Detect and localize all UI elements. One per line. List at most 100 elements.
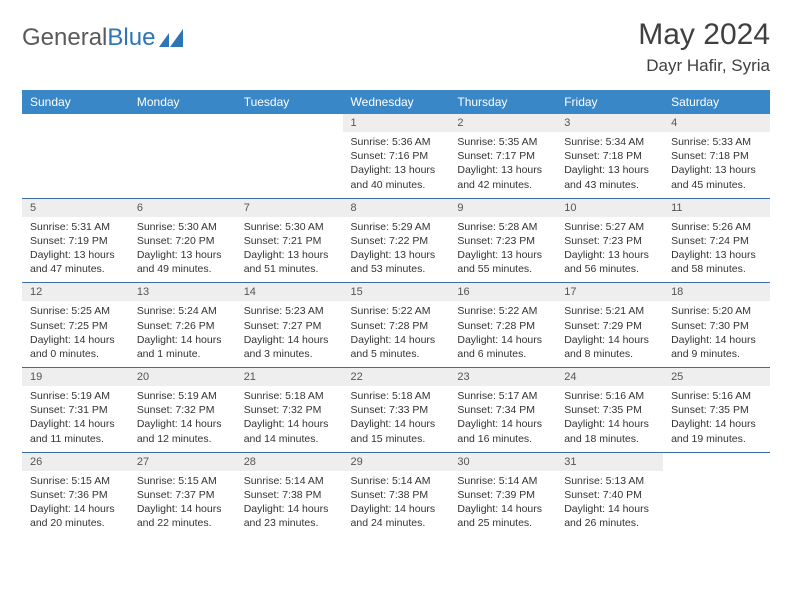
sunset-text: Sunset: 7:35 PM (671, 403, 762, 417)
location-label: Dayr Hafir, Syria (638, 56, 770, 76)
sunset-text: Sunset: 7:18 PM (671, 149, 762, 163)
sunrise-text: Sunrise: 5:26 AM (671, 220, 762, 234)
day-number-cell (663, 452, 770, 471)
calendar-table: Sunday Monday Tuesday Wednesday Thursday… (22, 90, 770, 536)
daylight-text-2: and 49 minutes. (137, 262, 228, 276)
daylight-text-2: and 45 minutes. (671, 178, 762, 192)
sunrise-text: Sunrise: 5:14 AM (457, 474, 548, 488)
day-content-cell: Sunrise: 5:25 AMSunset: 7:25 PMDaylight:… (22, 301, 129, 367)
sunrise-text: Sunrise: 5:14 AM (351, 474, 442, 488)
daylight-text-1: Daylight: 14 hours (351, 333, 442, 347)
daynum-row: 567891011 (22, 198, 770, 217)
sunset-text: Sunset: 7:34 PM (457, 403, 548, 417)
daylight-text-1: Daylight: 13 hours (671, 248, 762, 262)
sunset-text: Sunset: 7:22 PM (351, 234, 442, 248)
day-content-cell: Sunrise: 5:19 AMSunset: 7:32 PMDaylight:… (129, 386, 236, 452)
sunset-text: Sunset: 7:37 PM (137, 488, 228, 502)
day-number-cell: 19 (22, 368, 129, 387)
sunset-text: Sunset: 7:32 PM (244, 403, 335, 417)
daylight-text-2: and 1 minute. (137, 347, 228, 361)
daylight-text-1: Daylight: 13 hours (244, 248, 335, 262)
sunrise-text: Sunrise: 5:22 AM (351, 304, 442, 318)
daylight-text-1: Daylight: 14 hours (457, 333, 548, 347)
daylight-text-1: Daylight: 14 hours (137, 502, 228, 516)
day-number-cell: 8 (343, 198, 450, 217)
day-content-cell: Sunrise: 5:29 AMSunset: 7:22 PMDaylight:… (343, 217, 450, 283)
daylight-text-1: Daylight: 14 hours (137, 333, 228, 347)
day-number-cell: 17 (556, 283, 663, 302)
sunset-text: Sunset: 7:38 PM (351, 488, 442, 502)
day-number-cell: 5 (22, 198, 129, 217)
daylight-text-1: Daylight: 14 hours (244, 417, 335, 431)
sunset-text: Sunset: 7:16 PM (351, 149, 442, 163)
daylight-text-2: and 42 minutes. (457, 178, 548, 192)
daylight-text-1: Daylight: 13 hours (457, 248, 548, 262)
content-row: Sunrise: 5:36 AMSunset: 7:16 PM Daylight:… (22, 132, 770, 198)
day-content-cell: Sunrise: 5:35 AMSunset: 7:17 PMDaylight:… (449, 132, 556, 198)
day-content-cell (22, 132, 129, 198)
sunrise-text: Sunrise: 5:22 AM (457, 304, 548, 318)
day-content-cell: Sunrise: 5:28 AMSunset: 7:23 PMDaylight:… (449, 217, 556, 283)
daylight-text-1: Daylight: 13 hours (671, 163, 762, 177)
daylight-text-2: and 6 minutes. (457, 347, 548, 361)
sunset-text: Sunset: 7:21 PM (244, 234, 335, 248)
daylight-text-2: and 56 minutes. (564, 262, 655, 276)
day-content-cell: Sunrise: 5:14 AMSunset: 7:38 PMDaylight:… (236, 471, 343, 537)
daylight-text-1: Daylight: 13 hours (30, 248, 121, 262)
daylight-text-2: and 18 minutes. (564, 432, 655, 446)
logo-text-blue: Blue (107, 24, 155, 52)
day-number-cell: 2 (449, 114, 556, 132)
content-row: Sunrise: 5:31 AMSunset: 7:19 PMDaylight:… (22, 217, 770, 283)
sunrise-text: Sunrise: 5:13 AM (564, 474, 655, 488)
day-number-cell: 13 (129, 283, 236, 302)
day-number-cell (236, 114, 343, 132)
daylight-text-2: and 0 minutes. (30, 347, 121, 361)
daylight-text-1: Daylight: 14 hours (457, 417, 548, 431)
day-number-cell: 14 (236, 283, 343, 302)
day-number-cell: 3 (556, 114, 663, 132)
daylight-text-1: Daylight: 14 hours (671, 417, 762, 431)
daylight-text-2: and 16 minutes. (457, 432, 548, 446)
sunrise-text: Sunrise: 5:15 AM (137, 474, 228, 488)
day-header: Tuesday (236, 90, 343, 114)
day-number-cell: 15 (343, 283, 450, 302)
sunset-text: Sunset: 7:19 PM (30, 234, 121, 248)
logo-text-general: General (22, 24, 107, 52)
daylight-text-1: Daylight: 13 hours (564, 163, 655, 177)
daylight-text-1: Daylight: 14 hours (564, 417, 655, 431)
sunset-text: Sunset: 7:32 PM (137, 403, 228, 417)
logo-mark-icon (159, 29, 185, 47)
day-number-cell: 31 (556, 452, 663, 471)
day-number-cell: 6 (129, 198, 236, 217)
day-header: Monday (129, 90, 236, 114)
title-block: May 2024 Dayr Hafir, Syria (638, 18, 770, 76)
day-content-cell: Sunrise: 5:16 AMSunset: 7:35 PMDaylight:… (556, 386, 663, 452)
sunrise-text: Sunrise: 5:36 AM (351, 135, 442, 149)
sunrise-text: Sunrise: 5:29 AM (351, 220, 442, 234)
day-number-cell: 22 (343, 368, 450, 387)
day-content-cell: Sunrise: 5:15 AMSunset: 7:36 PMDaylight:… (22, 471, 129, 537)
day-number-cell: 24 (556, 368, 663, 387)
sunset-text: Sunset: 7:28 PM (351, 319, 442, 333)
daylight-text-2: and 14 minutes. (244, 432, 335, 446)
sunset-text: Sunset: 7:38 PM (244, 488, 335, 502)
day-content-cell: Sunrise: 5:22 AMSunset: 7:28 PMDaylight:… (449, 301, 556, 367)
sunset-text: Sunset: 7:30 PM (671, 319, 762, 333)
day-number-cell: 16 (449, 283, 556, 302)
sunset-text: Sunset: 7:24 PM (671, 234, 762, 248)
daylight-text-1: Daylight: 13 hours (457, 163, 548, 177)
day-content-cell: Sunrise: 5:24 AMSunset: 7:26 PMDaylight:… (129, 301, 236, 367)
daylight-text-1: Daylight: 14 hours (351, 417, 442, 431)
sunset-text: Sunset: 7:23 PM (457, 234, 548, 248)
day-number-cell: 20 (129, 368, 236, 387)
daylight-text-2: and 15 minutes. (351, 432, 442, 446)
day-content-cell: Sunrise: 5:18 AMSunset: 7:32 PMDaylight:… (236, 386, 343, 452)
day-content-cell: Sunrise: 5:30 AMSunset: 7:21 PMDaylight:… (236, 217, 343, 283)
day-content-cell: Sunrise: 5:17 AMSunset: 7:34 PMDaylight:… (449, 386, 556, 452)
daylight-text-1: Daylight: 14 hours (564, 502, 655, 516)
daylight-text-2: and 12 minutes. (137, 432, 228, 446)
day-number-cell: 27 (129, 452, 236, 471)
daylight-text-1: Daylight: 14 hours (30, 417, 121, 431)
sunrise-text: Sunrise: 5:16 AM (671, 389, 762, 403)
sunrise-text: Sunrise: 5:19 AM (137, 389, 228, 403)
